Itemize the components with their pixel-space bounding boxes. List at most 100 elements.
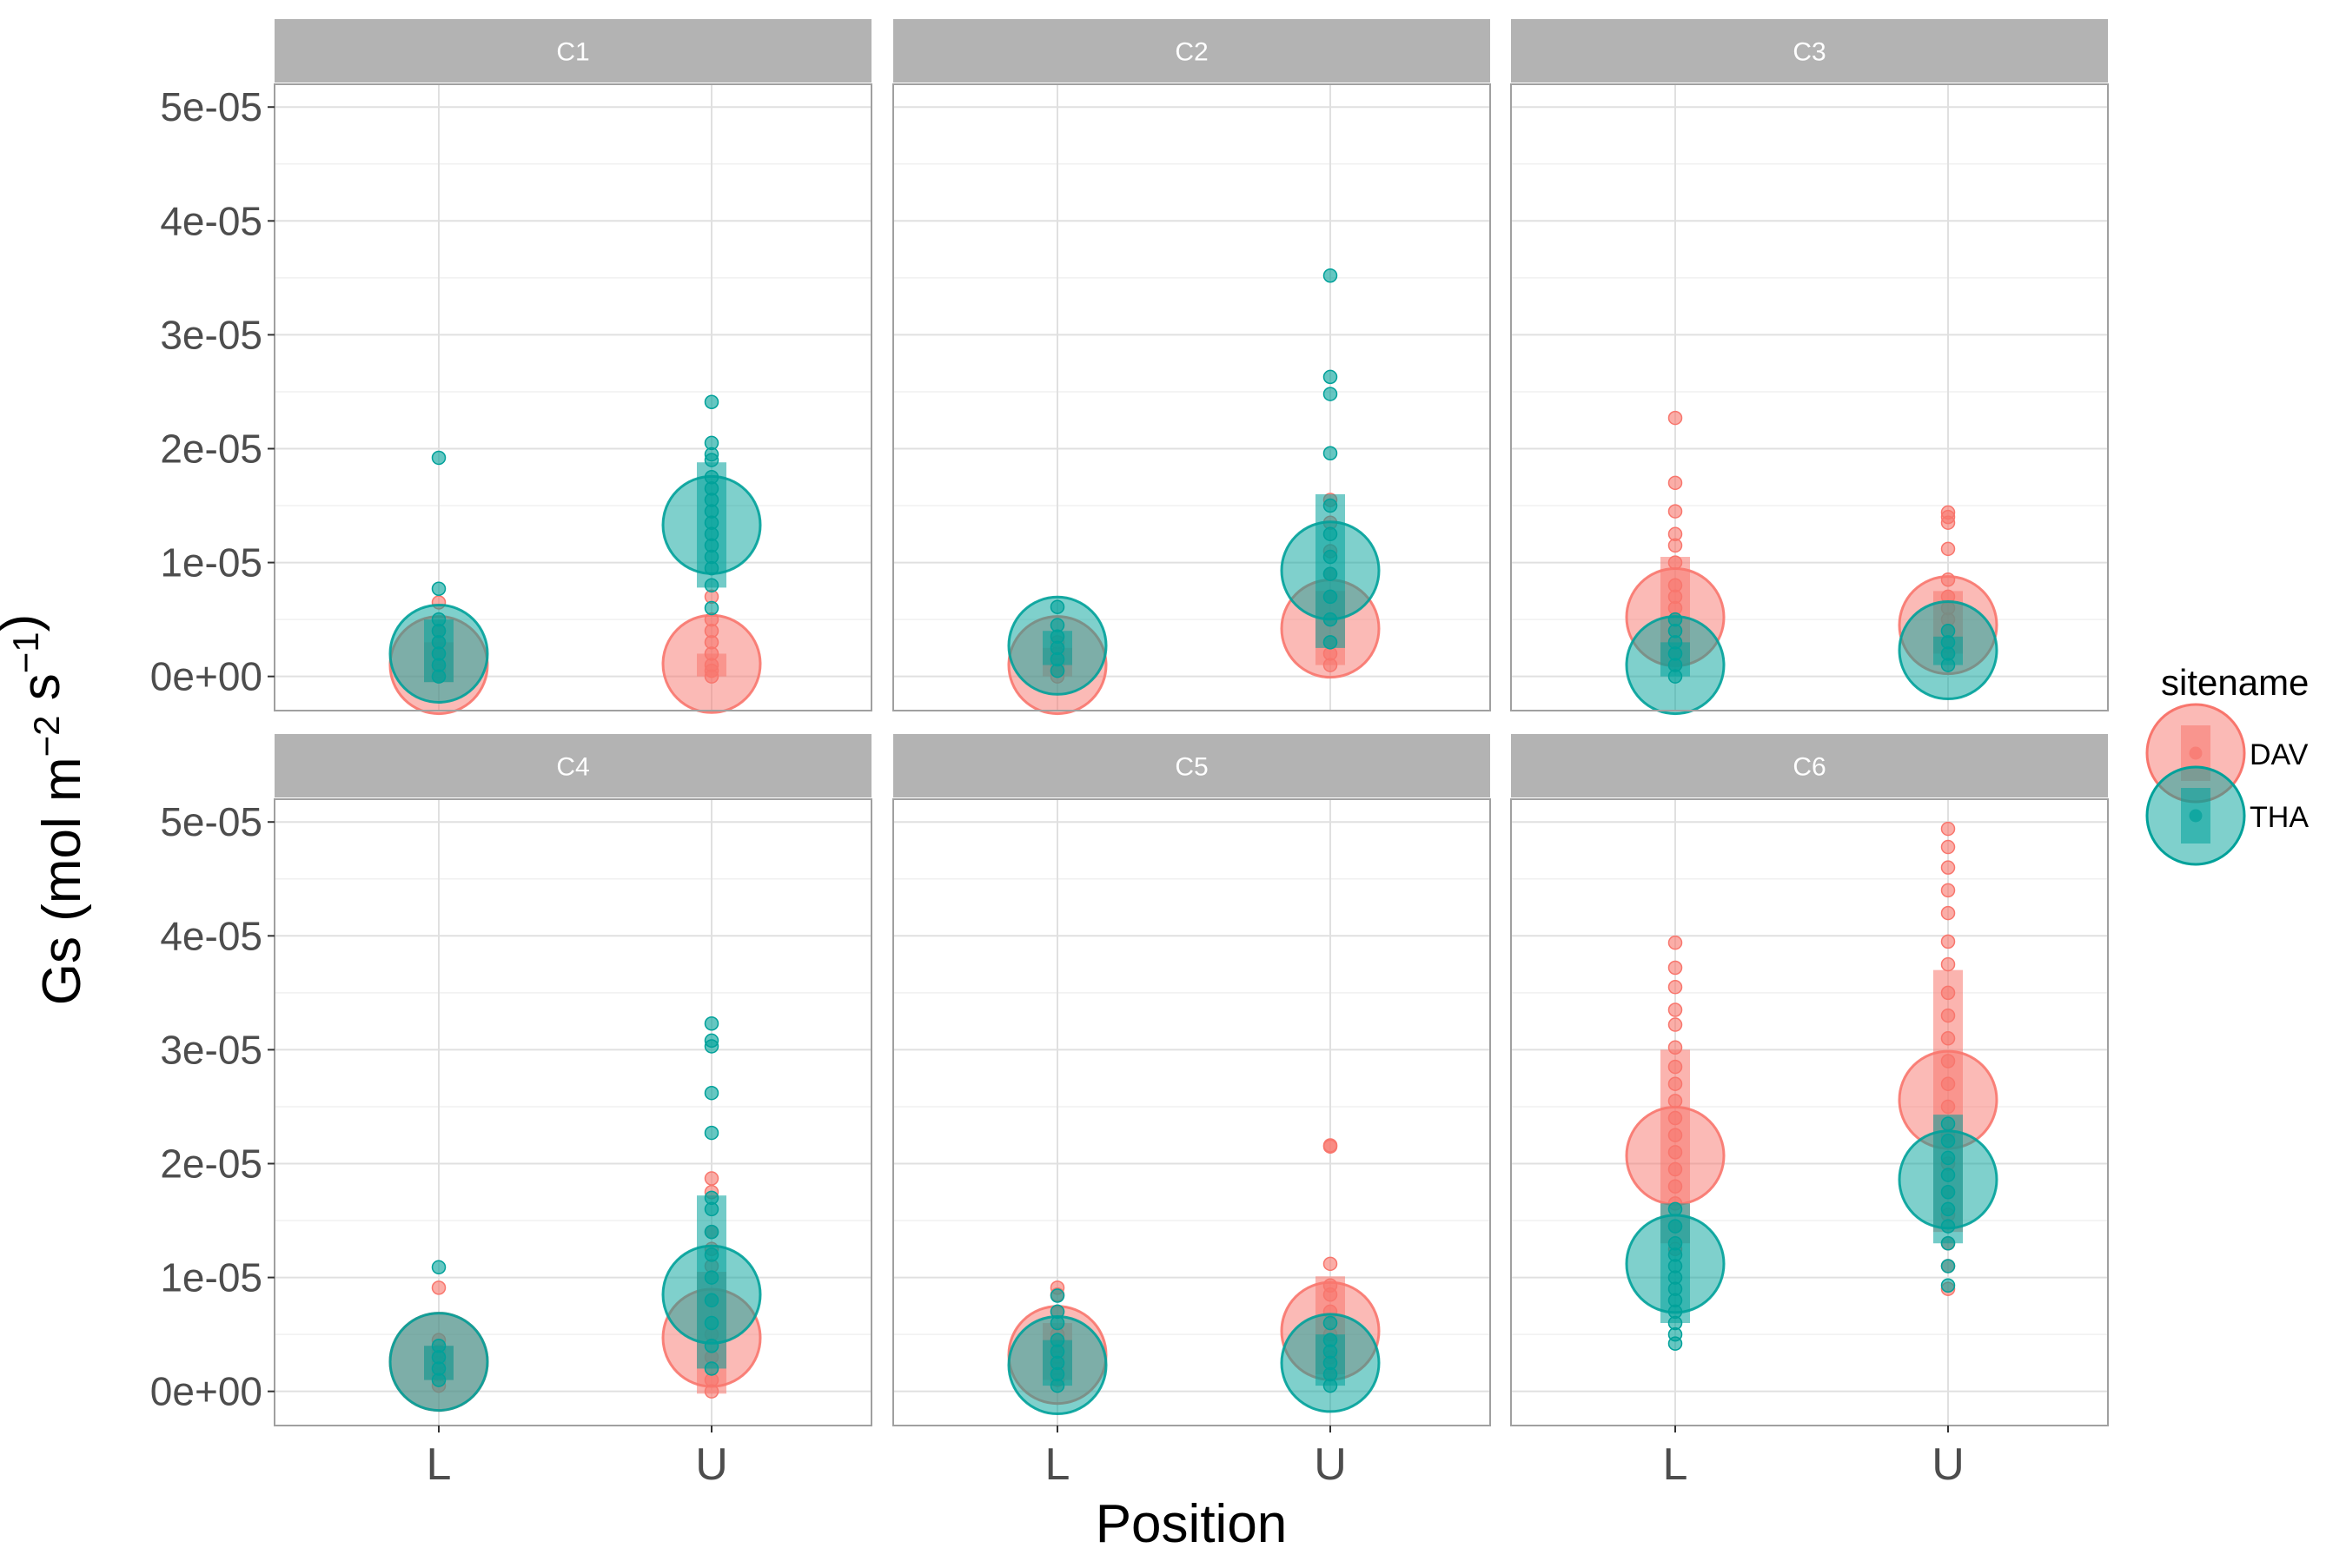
data-point <box>1940 839 1956 855</box>
facet-strip <box>1511 734 2108 797</box>
legend-key-point <box>2189 809 2203 823</box>
data-point <box>1322 635 1338 650</box>
plot-area <box>1511 84 2108 711</box>
series-tha-l <box>1625 612 1726 716</box>
legend-title: sitename <box>2161 662 2309 703</box>
series-tha-u <box>1280 1313 1381 1413</box>
series-tha-u <box>1280 268 1381 650</box>
series-tha-l <box>388 450 489 704</box>
series-tha-l <box>1007 1288 1108 1416</box>
y-tick-label: 3e-05 <box>160 312 262 357</box>
data-point <box>1322 387 1338 401</box>
x-axis-title: Position <box>1096 1494 1288 1554</box>
data-point <box>704 1016 719 1031</box>
y-tick-label: 4e-05 <box>160 198 262 243</box>
mean-marker <box>661 474 762 575</box>
data-point <box>1667 1002 1683 1017</box>
facet-strip-label: C2 <box>1175 38 1208 67</box>
data-point <box>1940 541 1956 557</box>
mean-marker <box>1625 1214 1726 1314</box>
data-point <box>1667 1059 1683 1075</box>
data-point <box>431 581 447 596</box>
facet-strip <box>893 19 1490 83</box>
y-tick-label: 4e-05 <box>160 913 262 958</box>
legend-label: DAV <box>2250 738 2309 771</box>
data-point <box>704 578 719 593</box>
data-point <box>704 1125 719 1141</box>
data-point <box>1940 985 1956 1001</box>
y-tick-label: 1e-05 <box>160 540 262 586</box>
data-point <box>1322 1138 1338 1153</box>
data-point <box>431 1260 447 1275</box>
legend-key-point <box>2189 746 2203 760</box>
y-tick-label: 5e-05 <box>160 799 262 844</box>
data-point <box>431 450 447 466</box>
data-point <box>1667 1017 1683 1032</box>
series-tha-u <box>1898 1115 1998 1293</box>
plot-area <box>275 799 871 1426</box>
series-tha-u <box>1898 600 1998 701</box>
facet-strip <box>1511 19 2108 83</box>
facet-strip-label: C6 <box>1793 753 1826 782</box>
data-point <box>704 1085 719 1101</box>
facet-strip-label: C5 <box>1175 753 1208 782</box>
plot-area <box>275 84 871 711</box>
data-point <box>1667 410 1683 426</box>
data-point <box>1667 475 1683 491</box>
legend-key-tha <box>2145 765 2246 866</box>
y-tick-label: 2e-05 <box>160 1141 262 1186</box>
data-point <box>1050 1288 1065 1303</box>
mean-marker <box>1898 1129 1998 1230</box>
data-point <box>1940 1236 1956 1251</box>
mean-marker <box>1625 1105 1726 1206</box>
y-axis-title-part: ) <box>0 614 50 632</box>
mean-marker <box>388 603 489 704</box>
x-tick-label: L <box>1663 1439 1688 1490</box>
x-tick-label: U <box>1932 1439 1965 1490</box>
plot-area <box>893 84 1490 711</box>
facet-strip <box>893 734 1490 797</box>
data-point <box>1940 1116 1956 1131</box>
data-point <box>1667 526 1683 542</box>
facet-strip-label: C1 <box>556 38 589 67</box>
x-tick-label: U <box>1314 1439 1347 1490</box>
data-point <box>1667 980 1683 995</box>
panel-border <box>1510 798 2109 1426</box>
y-tick-label: 3e-05 <box>160 1027 262 1072</box>
mean-marker <box>1898 600 1998 701</box>
data-point <box>1940 905 1956 921</box>
data-point <box>1667 504 1683 519</box>
plot-area <box>893 799 1490 1426</box>
data-point <box>704 1033 719 1049</box>
y-tick-label: 0e+00 <box>150 654 262 699</box>
x-tick-label: L <box>427 1439 452 1490</box>
data-point <box>704 1361 719 1376</box>
data-point <box>1667 1094 1683 1108</box>
y-tick-label: 5e-05 <box>160 84 262 129</box>
data-point <box>704 1171 719 1186</box>
series-tha-u <box>661 394 762 616</box>
y-tick-label: 2e-05 <box>160 426 262 471</box>
data-point <box>1322 369 1338 385</box>
data-point <box>1940 1008 1956 1023</box>
mean-marker <box>1280 520 1381 621</box>
mean-marker <box>661 613 762 714</box>
mean-marker <box>388 1312 489 1413</box>
panel-border <box>274 83 872 711</box>
y-axis-title-superscript: −2 <box>26 716 67 758</box>
data-point <box>1667 1076 1683 1091</box>
y-axis-title-part: Gs (mol m <box>32 757 92 1005</box>
y-axis-title-superscript: −1 <box>5 632 46 673</box>
panel-border <box>892 83 1491 711</box>
panel-c4: C4 0e+00 1e-05 2e-05 3e-05 4e-05 5e-05 L U <box>150 734 872 1490</box>
panel-c5: C5 L U <box>892 734 1491 1490</box>
data-point <box>1940 934 1956 949</box>
y-axis-title-part: s <box>11 673 71 715</box>
data-point <box>1322 268 1338 283</box>
data-point <box>1322 498 1338 513</box>
panel-c2: C2 <box>892 19 1491 716</box>
y-tick-label: 0e+00 <box>150 1369 262 1414</box>
x-tick-label: L <box>1045 1439 1070 1490</box>
